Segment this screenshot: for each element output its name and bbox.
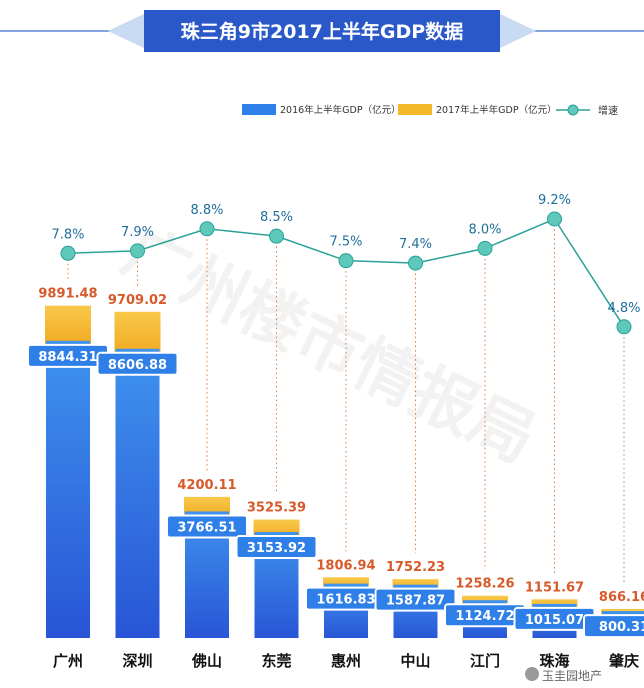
source-mark: 玉圭园地产	[525, 667, 602, 683]
growth-point	[408, 255, 423, 271]
data-label-2017: 1752.23	[386, 560, 445, 575]
growth-point	[477, 240, 493, 256]
growth-line-layer	[60, 211, 632, 583]
growth-point	[199, 221, 215, 237]
growth-label: 8.0%	[468, 222, 501, 237]
data-label-2017: 866.16	[599, 590, 644, 605]
growth-label: 4.8%	[607, 301, 640, 316]
data-label-2017: 1258.26	[455, 577, 514, 592]
growth-label: 7.8%	[51, 227, 84, 242]
growth-label: 7.4%	[399, 237, 432, 252]
wechat-icon	[525, 667, 539, 681]
category-label: 肇庆	[608, 652, 639, 670]
data-label-2016: 1124.72	[455, 609, 514, 624]
title-banner: 珠三角9市2017上半年GDP数据	[0, 10, 644, 52]
category-label: 广州	[53, 652, 83, 670]
growth-point	[338, 253, 354, 269]
growth-label: 8.8%	[190, 203, 223, 218]
legend-swatch-2016	[242, 104, 276, 115]
data-label-2016: 1015.07	[525, 613, 584, 628]
legend-point-growth	[567, 104, 579, 116]
data-label-2016: 3153.92	[247, 541, 306, 556]
data-label-2017: 9709.02	[108, 293, 167, 308]
data-label-2016: 1616.83	[316, 593, 375, 608]
category-label: 江门	[470, 652, 500, 670]
data-label-2016: 8844.31	[38, 350, 97, 365]
growth-label: 7.5%	[329, 235, 362, 250]
growth-point	[130, 243, 145, 259]
data-label-2017: 4200.11	[177, 478, 236, 493]
legend-label-2016: 2016年上半年GDP（亿元）	[280, 104, 401, 116]
source-mark-text: 玉圭园地产	[542, 669, 602, 683]
growth-label: 9.2%	[538, 193, 571, 208]
bar-2016	[46, 340, 90, 638]
legend-swatch-2017	[398, 104, 432, 115]
bar-2016	[115, 348, 160, 638]
data-label-2017: 1806.94	[316, 558, 375, 573]
growth-label: 8.5%	[260, 210, 293, 225]
growth-label: 7.9%	[121, 225, 154, 240]
category-label: 佛山	[191, 652, 222, 670]
labels-layer: 8844.31 9891.48 广州 8606.88 9709.02 深圳 3766.51 4…	[27, 193, 644, 670]
data-label-2016: 3766.51	[177, 520, 236, 535]
chart-title: 珠三角9市2017上半年GDP数据	[181, 20, 463, 43]
legend-label-growth: 增速	[598, 104, 618, 117]
label-box-2016	[583, 614, 644, 639]
label-box-2016	[374, 587, 457, 612]
data-label-2017: 1151.67	[525, 580, 584, 595]
label-box-2016	[96, 351, 179, 376]
label-box-2016	[166, 514, 248, 539]
category-label: 珠海	[539, 652, 569, 670]
category-label: 中山	[400, 652, 430, 670]
growth-point	[547, 211, 562, 227]
category-label: 深圳	[122, 652, 152, 670]
data-label-2017: 3525.39	[247, 501, 306, 516]
category-label: 东莞	[261, 652, 291, 670]
legend-label-2017: 2017年上半年GDP（亿元）	[436, 104, 557, 116]
data-label-2017: 9891.48	[38, 287, 97, 302]
growth-point	[269, 228, 284, 244]
growth-point	[60, 245, 76, 261]
data-label-2016: 800.31	[599, 620, 644, 635]
legend: 2016年上半年GDP（亿元） 2017年上半年GDP（亿元） 增速	[242, 104, 618, 117]
data-label-2016: 1587.87	[386, 594, 445, 609]
label-box-2016	[235, 535, 318, 560]
growth-point	[616, 319, 632, 335]
data-label-2016: 8606.88	[108, 358, 167, 373]
category-label: 惠州	[331, 652, 361, 670]
